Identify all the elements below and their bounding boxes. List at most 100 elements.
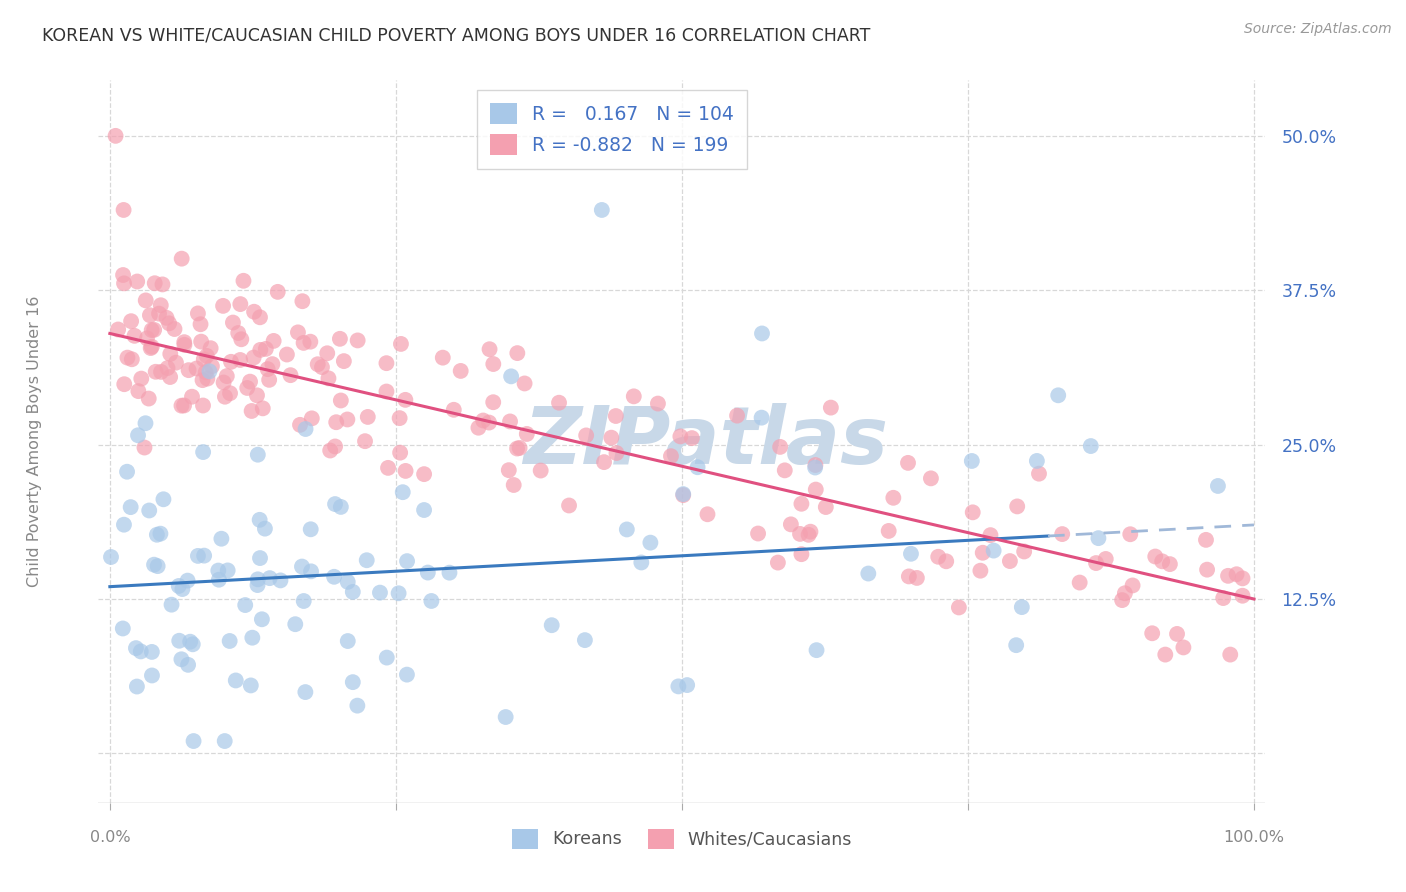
Point [927,549,949,564]
Point [482,357,505,371]
Point [432,351,454,365]
Point [311,360,333,375]
Point [877,524,900,538]
Point [170,399,193,413]
Point [979,528,1001,542]
Point [413,503,436,517]
Point [516,427,538,442]
Point [1232,571,1254,585]
Point [267,285,290,299]
Point [1025,454,1047,468]
Point [346,698,368,713]
Point [177,657,200,672]
Point [149,526,172,541]
Point [183,734,205,748]
Point [1005,500,1028,514]
Point [138,503,160,517]
Point [135,293,157,308]
Point [920,471,942,485]
Point [152,277,174,292]
Point [198,364,221,378]
Point [259,571,281,585]
Point [574,633,596,648]
Point [155,310,177,325]
Point [600,431,623,445]
Point [252,401,274,416]
Point [1028,467,1050,481]
Point [139,341,162,355]
Point [1012,544,1035,558]
Point [368,585,391,599]
Point [329,332,352,346]
Point [249,513,271,527]
Point [246,578,269,592]
Point [389,445,412,459]
Point [152,492,174,507]
Point [506,346,529,360]
Point [120,500,142,515]
Point [299,565,322,579]
Point [513,376,536,391]
Point [413,467,436,482]
Point [146,527,169,541]
Point [329,393,352,408]
Point [229,353,252,368]
Point [804,460,827,475]
Point [696,508,718,522]
Point [115,465,138,479]
Point [163,322,186,336]
Point [1195,533,1218,547]
Point [593,455,616,469]
Point [134,416,156,430]
Point [294,685,316,699]
Point [257,373,280,387]
Point [276,347,298,361]
Point [150,365,173,379]
Point [145,365,167,379]
Point [243,304,266,318]
Point [329,500,352,514]
Point [1069,575,1091,590]
Point [820,401,842,415]
Point [960,454,983,468]
Point [769,440,792,454]
Point [240,631,263,645]
Point [249,310,271,325]
Point [301,411,323,425]
Point [318,371,340,385]
Point [1152,554,1174,568]
Point [120,314,142,328]
Point [262,357,284,371]
Point [292,335,315,350]
Point [357,409,380,424]
Point [112,517,135,532]
Point [672,487,695,501]
Point [498,463,520,477]
Point [325,415,347,429]
Point [143,558,166,572]
Point [747,526,769,541]
Point [141,323,163,337]
Point [177,363,200,377]
Point [905,571,928,585]
Point [111,622,134,636]
Point [616,523,638,537]
Point [686,460,709,475]
Point [333,354,356,368]
Point [250,612,273,626]
Point [280,368,302,383]
Point [962,505,984,519]
Point [780,517,803,532]
Point [139,308,162,322]
Point [983,543,1005,558]
Text: KOREAN VS WHITE/CAUCASIAN CHILD POVERTY AMONG BOYS UNDER 16 CORRELATION CHART: KOREAN VS WHITE/CAUCASIAN CHILD POVERTY … [42,27,870,45]
Point [246,572,269,586]
Point [141,340,163,354]
Point [1173,640,1195,655]
Point [186,361,208,376]
Point [443,402,465,417]
Point [1144,549,1167,564]
Point [346,334,368,348]
Point [191,399,214,413]
Point [751,326,773,341]
